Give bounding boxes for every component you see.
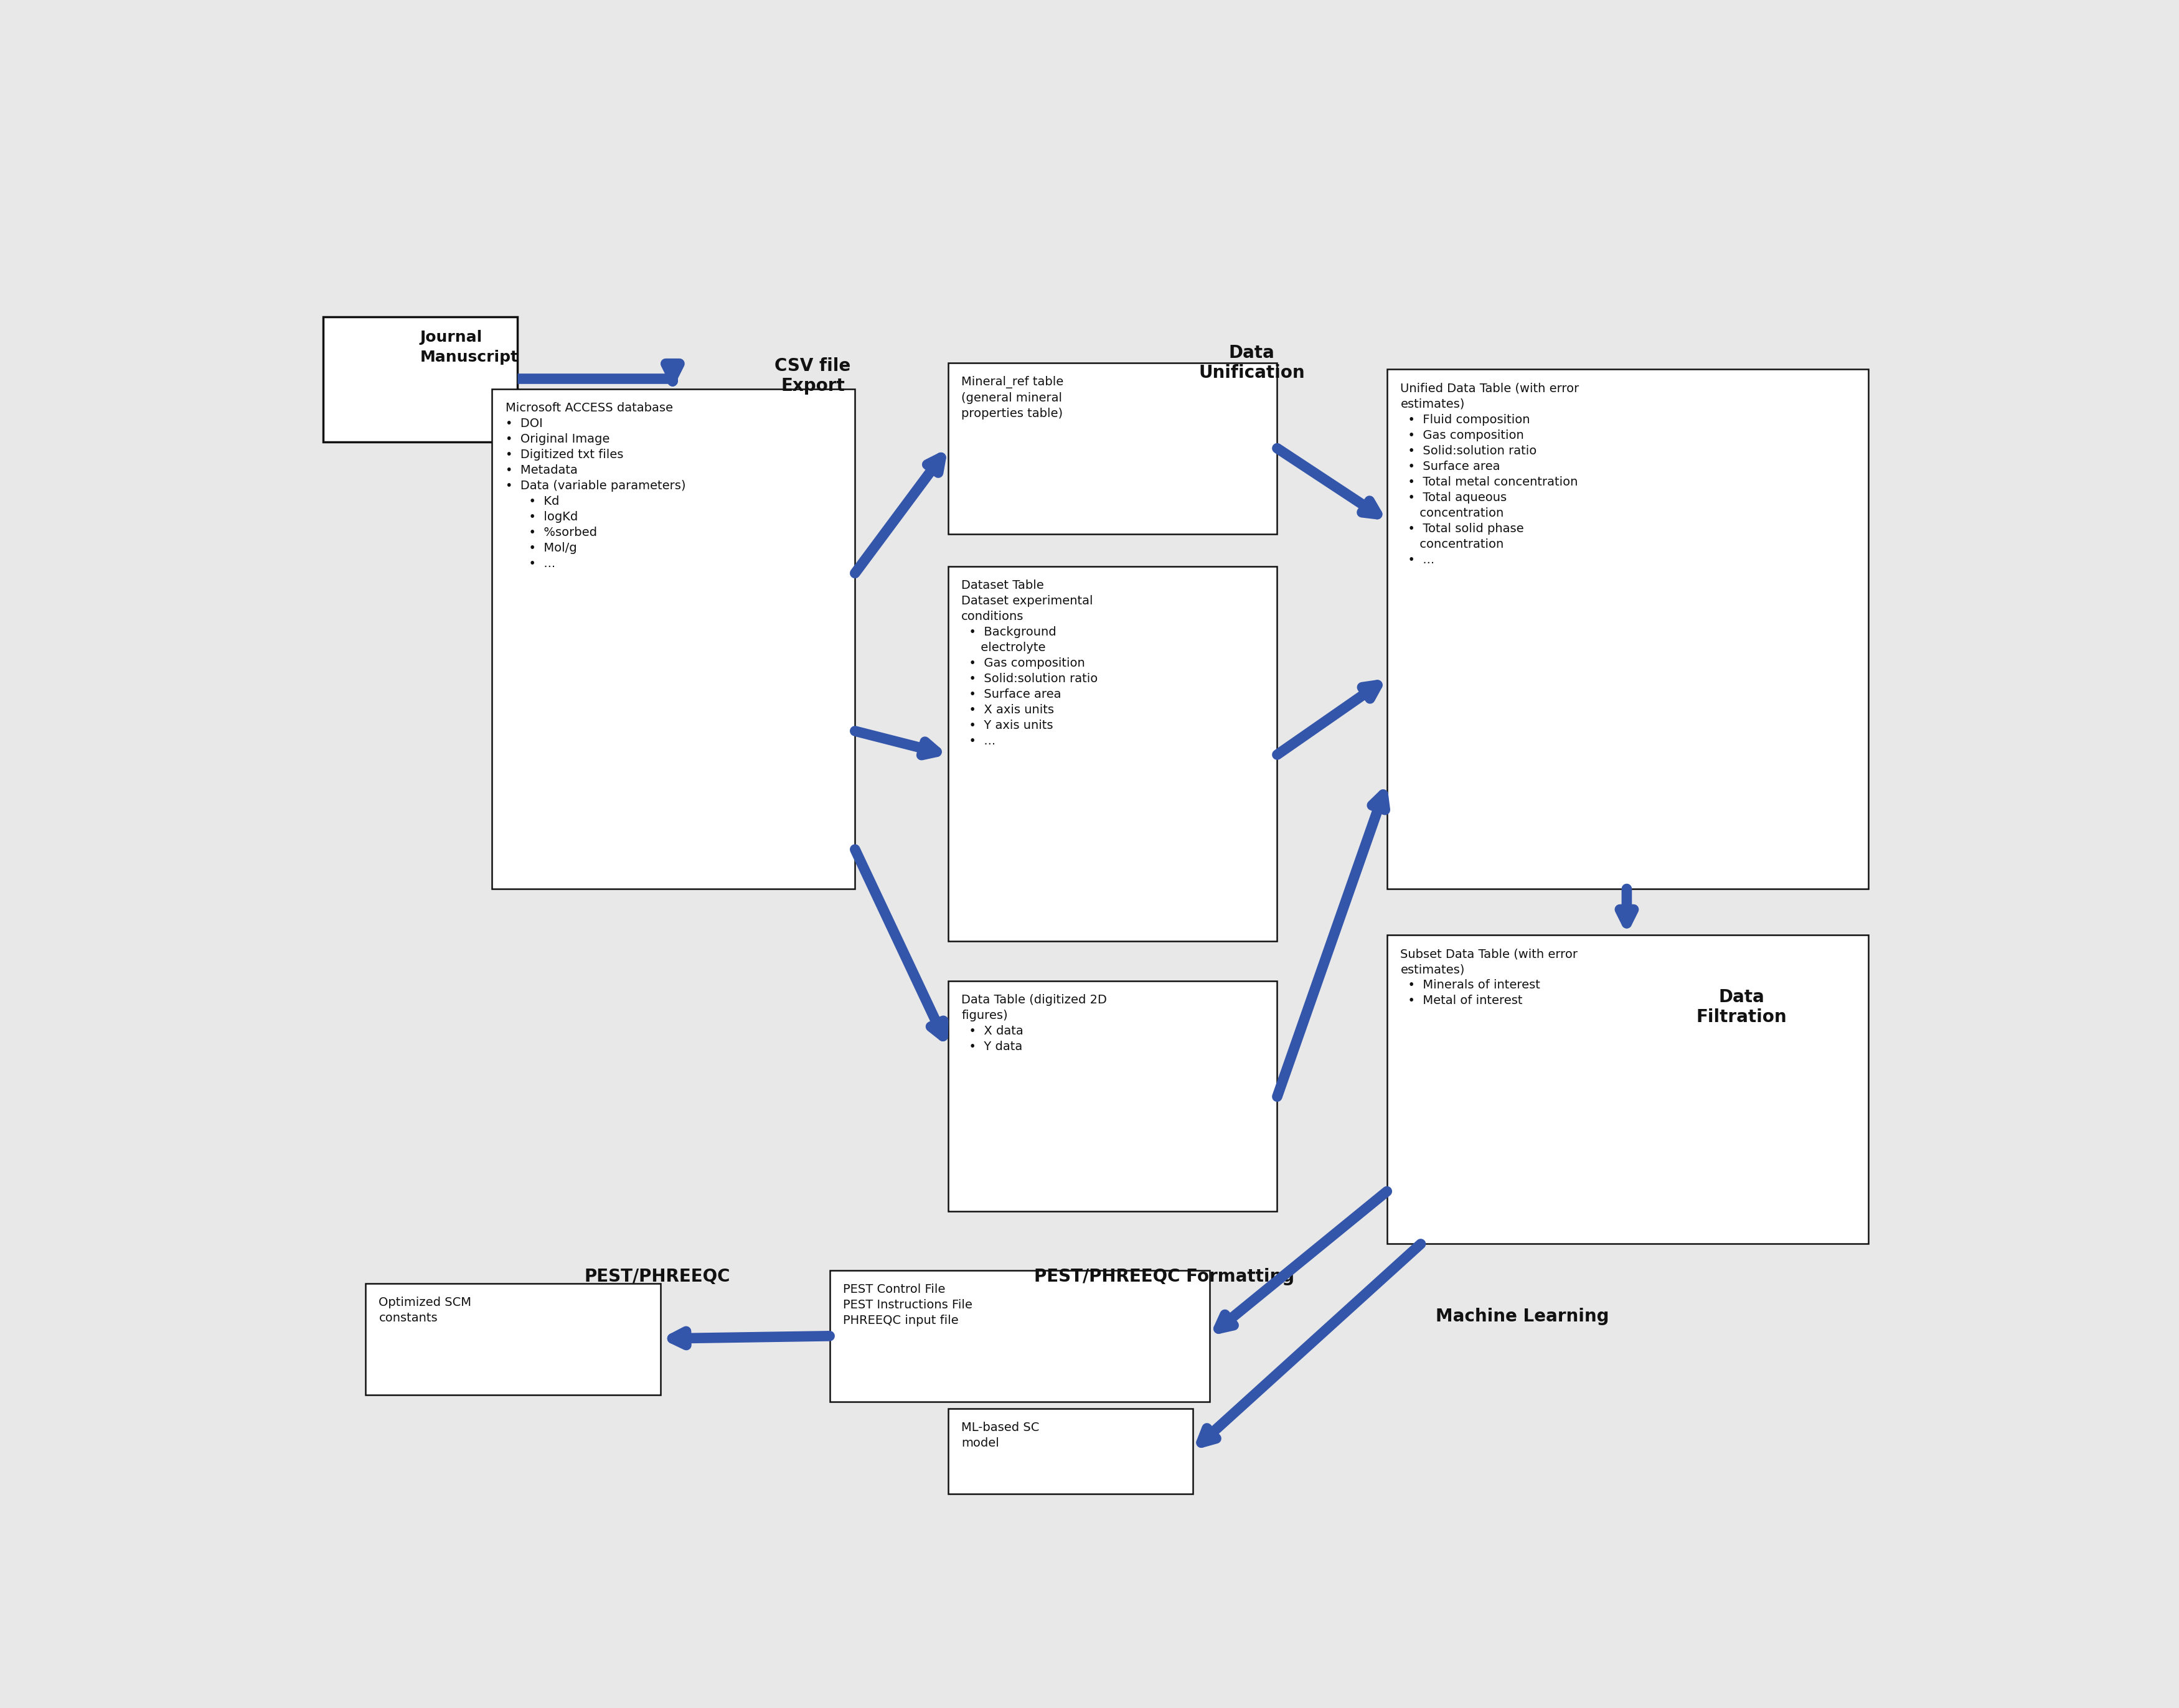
Text: Subset Data Table (with error
estimates)
  •  Minerals of interest
  •  Metal of: Subset Data Table (with error estimates)… (1401, 948, 1578, 1006)
Text: PEST/PHREEQC: PEST/PHREEQC (584, 1267, 730, 1286)
Text: Data
Filtration: Data Filtration (1695, 989, 1787, 1027)
Text: PEST Control File
PEST Instructions File
PHREEQC input file: PEST Control File PEST Instructions File… (843, 1283, 972, 1327)
Text: Unified Data Table (with error
estimates)
  •  Fluid composition
  •  Gas compos: Unified Data Table (with error estimates… (1401, 383, 1580, 565)
Text: Data Table (digitized 2D
figures)
  •  X data
  •  Y data: Data Table (digitized 2D figures) • X da… (961, 994, 1107, 1052)
FancyBboxPatch shape (948, 980, 1277, 1211)
Text: Data
Unification: Data Unification (1198, 343, 1305, 381)
Text: PEST/PHREEQC Formatting: PEST/PHREEQC Formatting (1033, 1267, 1294, 1286)
Text: Dataset Table
Dataset experimental
conditions
  •  Background
     electrolyte
 : Dataset Table Dataset experimental condi… (961, 579, 1098, 746)
Text: Machine Learning: Machine Learning (1436, 1308, 1608, 1325)
FancyBboxPatch shape (830, 1271, 1209, 1402)
FancyBboxPatch shape (948, 567, 1277, 941)
Text: Optimized SCM
constants: Optimized SCM constants (379, 1296, 471, 1324)
FancyBboxPatch shape (1388, 369, 1867, 888)
Text: Mineral_ref table
(general mineral
properties table): Mineral_ref table (general mineral prope… (961, 376, 1063, 420)
FancyBboxPatch shape (366, 1283, 660, 1395)
Text: CSV file
Export: CSV file Export (776, 357, 850, 395)
FancyBboxPatch shape (948, 1409, 1192, 1494)
FancyBboxPatch shape (948, 362, 1277, 535)
Text: Microsoft ACCESS database
•  DOI
•  Original Image
•  Digitized txt files
•  Met: Microsoft ACCESS database • DOI • Origin… (506, 403, 686, 570)
FancyBboxPatch shape (322, 316, 516, 442)
Text: Journal
Manuscript: Journal Manuscript (421, 330, 519, 364)
FancyBboxPatch shape (1388, 934, 1867, 1243)
FancyBboxPatch shape (492, 389, 854, 888)
Text: ML-based SC
model: ML-based SC model (961, 1421, 1039, 1448)
